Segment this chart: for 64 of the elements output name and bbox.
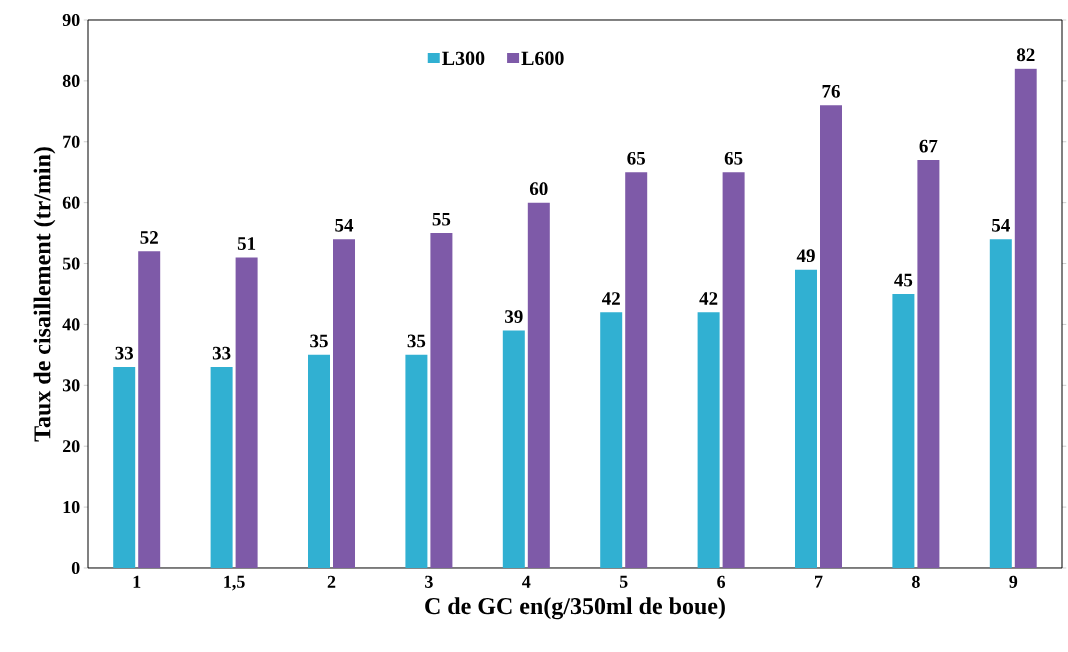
x-tick-label: 5 (619, 575, 628, 588)
y-tick-label: 20 (62, 440, 80, 453)
bar (430, 233, 453, 568)
bar (625, 172, 648, 568)
bar (1014, 68, 1037, 568)
bar (113, 367, 136, 568)
data-label: 35 (310, 334, 328, 348)
y-tick-label: 90 (62, 13, 80, 27)
y-tick-label: 60 (62, 196, 80, 209)
y-tick-label: 40 (62, 318, 80, 331)
data-label: 51 (237, 237, 256, 250)
data-label: 67 (919, 139, 938, 153)
data-label: 45 (894, 273, 913, 287)
y-tick-label: 70 (63, 135, 80, 148)
x-tick-label: 1 (133, 575, 141, 588)
bar (527, 202, 550, 568)
x-tick-label: 2 (327, 575, 336, 588)
bar (235, 257, 258, 568)
data-label: 42 (699, 292, 718, 305)
bar (892, 293, 915, 568)
bar (989, 239, 1012, 568)
bar (333, 239, 356, 568)
bar (405, 354, 428, 568)
bar (697, 312, 720, 568)
y-tick-label: 10 (63, 501, 80, 514)
y-tick-label: 80 (62, 74, 80, 87)
data-label: 54 (992, 218, 1010, 232)
x-tick-label: 8 (912, 575, 920, 588)
data-label: 42 (601, 292, 620, 305)
x-tick-label: 6 (717, 575, 726, 588)
data-label: 33 (212, 346, 231, 360)
bar (600, 312, 623, 568)
y-axis-title: Taux de cisaillement (tr/min) (33, 147, 56, 442)
bar (210, 367, 233, 568)
data-label: 65 (627, 151, 645, 165)
data-label: 65 (724, 151, 743, 165)
x-tick-label: 9 (1009, 575, 1018, 588)
legend-label: L600 (521, 51, 564, 66)
bar (308, 354, 331, 568)
data-label: 52 (140, 231, 158, 244)
data-label: 60 (529, 182, 548, 196)
data-label: 82 (1016, 48, 1035, 62)
x-axis-title: C de GC en(g/350ml de boue) (425, 597, 725, 620)
y-tick-label: 0 (71, 561, 80, 575)
y-tick-label: 50 (62, 257, 80, 270)
legend-label: L300 (442, 51, 485, 66)
x-tick-label: 7 (815, 575, 823, 588)
bar (722, 172, 745, 568)
bar (917, 160, 940, 568)
data-label: 33 (115, 346, 134, 360)
data-label: 54 (335, 218, 354, 232)
data-label: 39 (505, 310, 523, 323)
data-label: 49 (796, 249, 815, 263)
bar (820, 105, 842, 568)
data-label: 55 (432, 212, 451, 226)
data-label: 35 (407, 334, 426, 348)
bar (138, 251, 161, 568)
bar (502, 330, 525, 568)
data-label: 76 (822, 84, 840, 98)
x-tick-label: 4 (522, 575, 531, 588)
x-tick-label: 1,5 (224, 575, 245, 591)
x-tick-label: 3 (425, 575, 433, 588)
bar (795, 269, 817, 568)
y-tick-label: 30 (62, 379, 80, 392)
